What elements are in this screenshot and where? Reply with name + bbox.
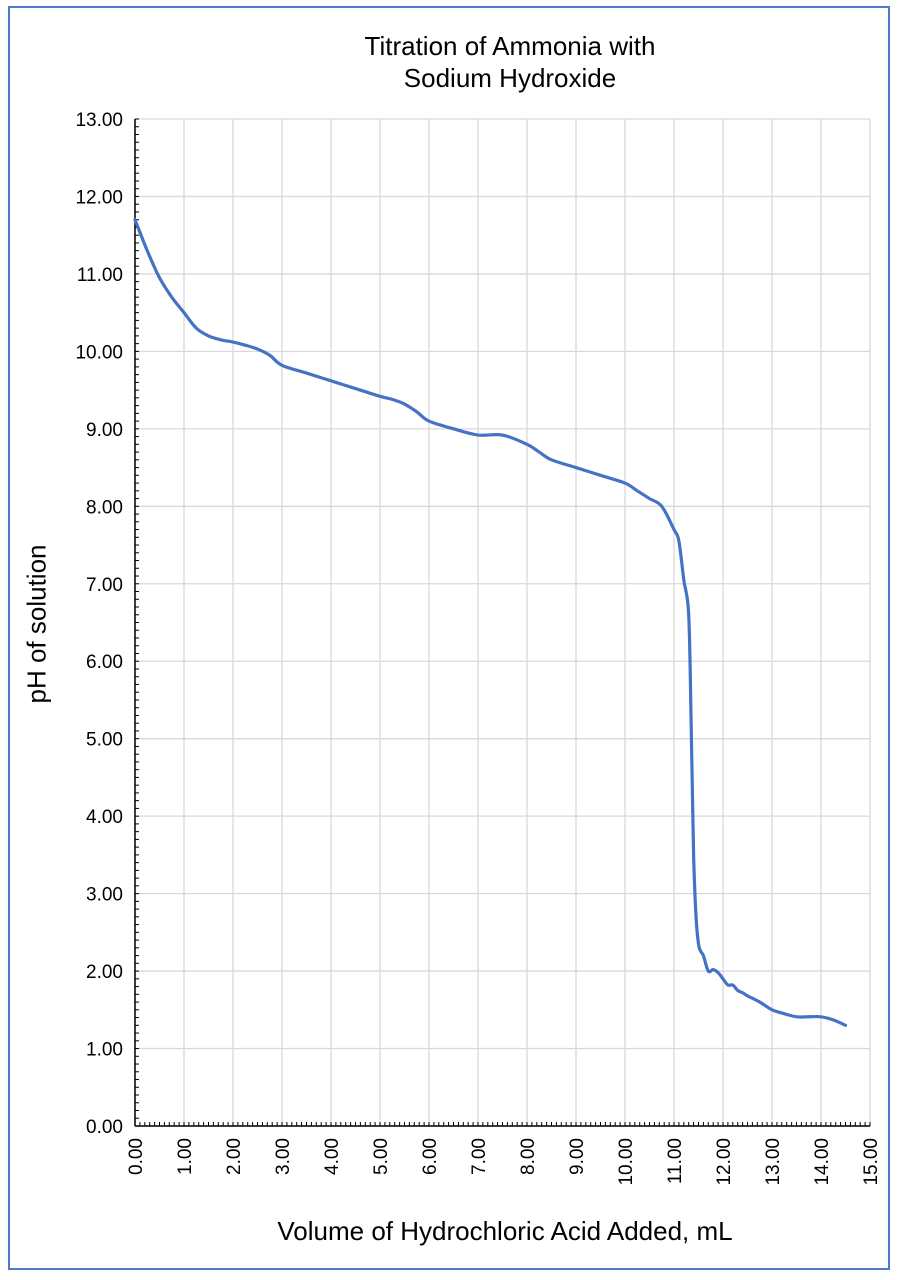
y-tick-label: 3.00: [86, 885, 123, 906]
x-tick-label: 13.00: [763, 1138, 784, 1186]
x-tick-label: 7.00: [469, 1138, 490, 1175]
y-tick-label: 9.00: [86, 420, 123, 441]
y-tick-label: 7.00: [86, 575, 123, 596]
y-tick-label: 0.00: [86, 1117, 123, 1138]
chart-frame: [8, 6, 890, 1270]
x-tick-label: 3.00: [273, 1138, 294, 1175]
x-tick-label: 15.00: [861, 1138, 882, 1186]
y-tick-label: 12.00: [75, 187, 123, 208]
x-axis-label: Volume of Hydrochloric Acid Added, mL: [277, 1216, 733, 1246]
x-tick-label: 0.00: [126, 1138, 147, 1175]
y-tick-label: 8.00: [86, 497, 123, 518]
x-tick-label: 6.00: [420, 1138, 441, 1175]
x-tick-label: 11.00: [665, 1138, 686, 1184]
y-tick-label: 5.00: [86, 730, 123, 751]
x-tick-label: 2.00: [224, 1138, 245, 1175]
y-tick-label: 4.00: [86, 807, 123, 828]
x-tick-label: 1.00: [175, 1138, 196, 1175]
chart-title-line-2: Sodium Hydroxide: [403, 63, 617, 93]
y-tick-label: 10.00: [75, 342, 123, 363]
x-tick-label: 12.00: [714, 1138, 735, 1186]
chart-title-line-1: Titration of Ammonia with: [364, 31, 656, 61]
y-tick-label: 2.00: [86, 962, 123, 983]
series-line: [133, 218, 848, 1027]
x-tick-label: 8.00: [518, 1138, 539, 1175]
x-tick-label: 10.00: [616, 1138, 637, 1186]
x-tick-label: 9.00: [567, 1138, 588, 1175]
y-tick-label: 1.00: [86, 1040, 123, 1061]
y-tick-label: 11.00: [77, 265, 123, 286]
chart-title: Titration of Ammonia with Sodium Hydroxi…: [180, 30, 840, 94]
x-tick-label: 4.00: [322, 1138, 343, 1175]
x-tick-label: 5.00: [371, 1138, 392, 1175]
x-tick-label: 14.00: [812, 1138, 833, 1186]
y-tick-label: 6.00: [86, 652, 123, 673]
y-tick-label: 13.00: [75, 110, 123, 131]
